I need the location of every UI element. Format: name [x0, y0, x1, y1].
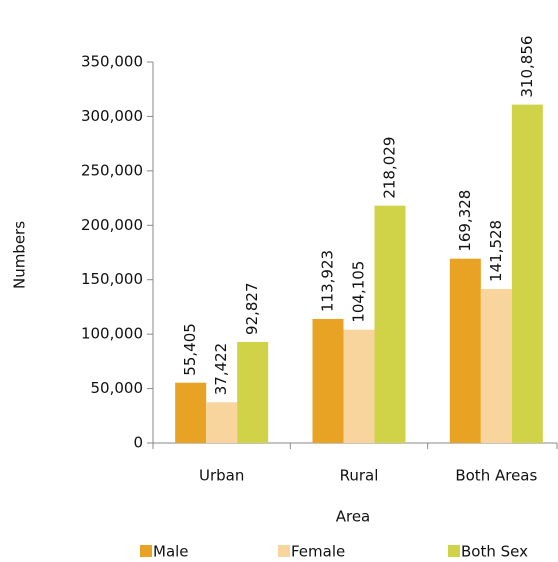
legend-swatch [140, 545, 152, 557]
data-label: 113,923 [319, 250, 337, 312]
bar [343, 329, 375, 443]
bar [449, 258, 481, 443]
x-axis-title: Area [336, 508, 371, 526]
data-label: 104,105 [350, 261, 368, 323]
legend-swatch [278, 545, 290, 557]
bar [480, 288, 512, 443]
bar [206, 402, 238, 443]
y-tick-label: 150,000 [81, 270, 143, 288]
y-tick-label: 250,000 [81, 161, 143, 179]
legend-swatch [448, 545, 460, 557]
bar [374, 205, 406, 443]
x-tick-label: Urban [199, 467, 244, 485]
data-label: 37,422 [212, 343, 230, 396]
bar [237, 341, 269, 443]
y-tick-label: 350,000 [81, 53, 143, 71]
x-tick-label: Both Areas [455, 467, 537, 485]
data-label: 141,528 [487, 220, 505, 282]
y-tick-label: 0 [133, 434, 143, 452]
legend-label: Male [153, 543, 189, 561]
bar [312, 318, 344, 443]
legend-label: Female [291, 543, 345, 561]
y-tick-label: 100,000 [81, 325, 143, 343]
y-tick-label: 300,000 [81, 107, 143, 125]
y-axis-title: Numbers [11, 221, 29, 289]
data-label: 310,856 [518, 36, 536, 98]
legend-label: Both Sex [461, 543, 528, 561]
data-label: 218,029 [381, 137, 399, 199]
data-label: 169,328 [456, 190, 474, 252]
y-tick-label: 50,000 [91, 379, 144, 397]
data-label: 92,827 [243, 282, 261, 335]
bar [511, 104, 543, 444]
x-tick-label: Rural [340, 467, 379, 485]
data-label: 55,405 [181, 323, 199, 376]
y-tick-label: 200,000 [81, 216, 143, 234]
bar [175, 382, 207, 443]
